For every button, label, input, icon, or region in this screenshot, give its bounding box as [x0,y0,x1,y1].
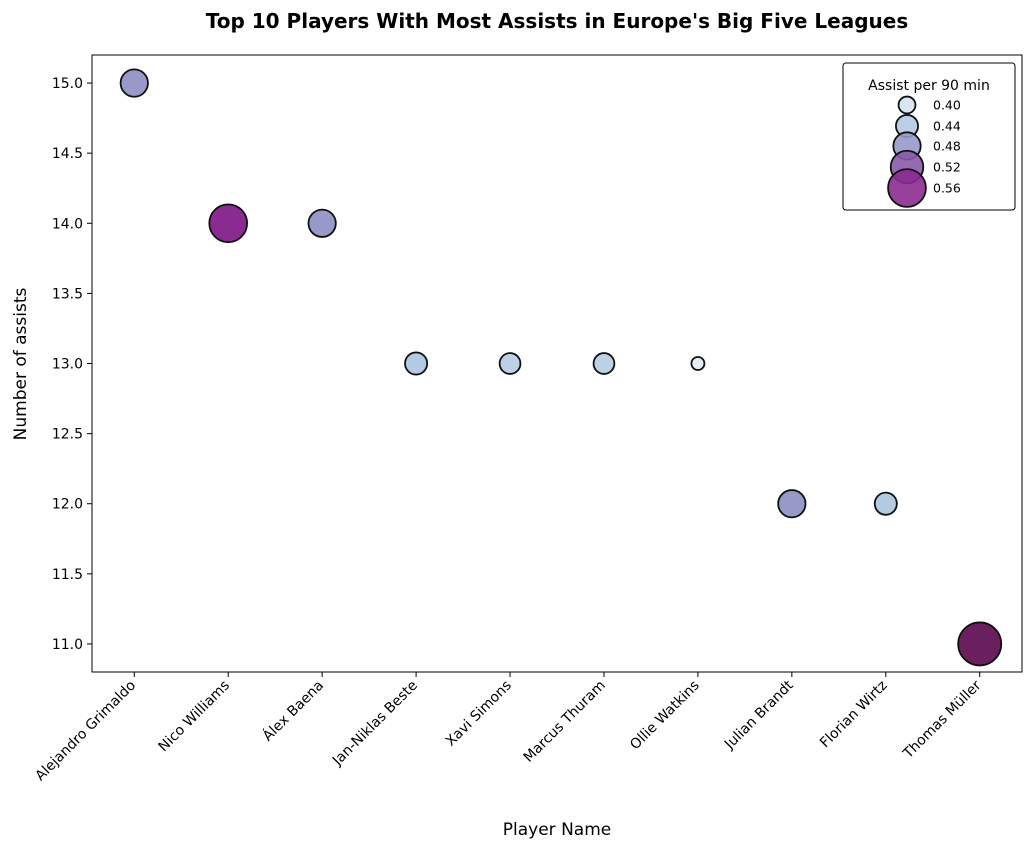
y-tick-label: 11.5 [52,567,83,583]
data-point [307,208,337,238]
legend-label: 0.56 [933,181,961,196]
legend-box [842,62,1016,211]
y-tick-label: 12.0 [52,497,83,513]
x-tick-label: Jan-Niklas Beste [329,678,421,770]
data-point [119,68,149,98]
data-point [208,203,249,244]
legend-marker [887,168,927,208]
x-tick-label: Álex Baena [259,677,327,745]
y-tick-label: 13.5 [52,286,83,302]
x-tick-label: Marcus Thuram [521,678,609,766]
x-tick-label: Xavi Simons [443,678,515,750]
y-tick-label: 14.0 [52,216,83,232]
data-point [777,489,807,519]
legend: Assist per 90 min 0.40 0.44 0.48 0.52 0.56 [842,62,1016,211]
data-point [404,351,429,376]
chart-title: Top 10 Players With Most Assists in Euro… [206,9,908,33]
y-tick-label: 14.5 [52,146,83,162]
x-tick-label: Julian Brandt [721,677,797,753]
data-point [873,491,898,516]
legend-label: 0.40 [933,98,961,113]
x-tick-label: Ollie Watkins [627,678,703,754]
x-tick-label: Nico Williams [155,678,233,756]
data-point [498,352,522,375]
y-axis-label: Number of assists [11,287,31,440]
data-point [690,356,706,371]
x-tick-label: Florian Wirtz [817,678,891,752]
data-points [119,68,1003,667]
y-tick-label: 13.0 [52,357,83,373]
legend-marker [897,95,917,115]
y-tick-label: 11.0 [52,637,83,653]
legend-label: 0.44 [933,119,961,134]
y-tick-label: 12.5 [52,427,83,443]
x-axis-label: Player Name [503,820,611,840]
y-tick-label: 15.0 [52,76,83,92]
legend-label: 0.52 [933,160,961,175]
data-point [957,621,1003,667]
legend-label: 0.48 [933,139,961,154]
legend-title: Assist per 90 min [868,78,990,94]
x-tick-label: Thomas Müller [900,677,985,762]
data-point [592,352,616,375]
x-tick-label: Alejandro Grimaldo [32,678,139,785]
